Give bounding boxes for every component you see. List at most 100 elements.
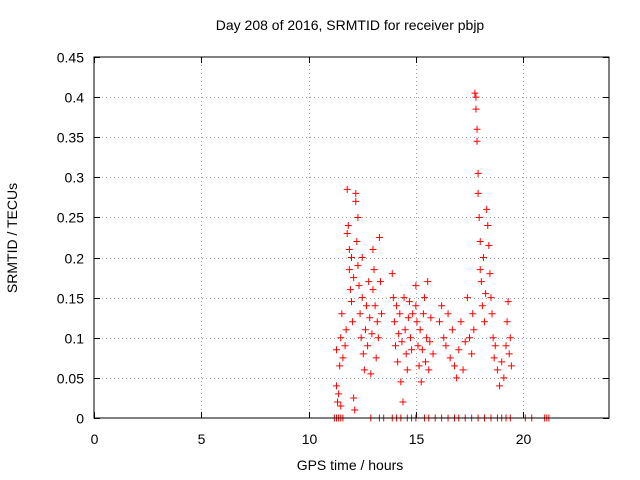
data-point — [366, 314, 374, 322]
data-point — [478, 302, 486, 310]
data-point — [390, 318, 398, 326]
data-point — [476, 266, 484, 274]
data-point — [488, 310, 496, 318]
data-point — [468, 350, 476, 358]
data-point — [415, 362, 423, 370]
data-point — [351, 406, 359, 414]
x-tick-label: 5 — [198, 431, 206, 447]
data-point — [338, 310, 346, 318]
data-point — [342, 326, 350, 334]
data-point — [453, 374, 461, 382]
data-point — [375, 234, 383, 241]
data-point — [472, 93, 480, 101]
data-point — [484, 221, 492, 229]
data-point — [336, 362, 344, 370]
data-point — [361, 326, 369, 334]
x-tick-label: 20 — [516, 431, 532, 447]
data-point — [476, 238, 484, 246]
plot-frame — [93, 56, 610, 419]
data-points — [330, 89, 553, 422]
data-point — [341, 342, 349, 350]
data-point — [356, 310, 364, 318]
data-point — [490, 354, 498, 362]
data-point — [357, 334, 365, 342]
data-point — [401, 326, 409, 334]
data-point — [349, 318, 357, 326]
data-point — [364, 342, 372, 350]
data-point — [344, 221, 352, 229]
data-point — [373, 318, 381, 326]
data-point — [367, 370, 375, 378]
data-point — [396, 310, 404, 318]
y-tick-label: 0.25 — [57, 210, 84, 226]
data-point — [369, 286, 377, 294]
y-tick-label: 0.45 — [57, 50, 84, 66]
data-point — [424, 278, 432, 286]
data-point — [459, 366, 467, 374]
data-point — [350, 394, 358, 402]
data-point — [395, 330, 403, 338]
data-point — [463, 294, 471, 302]
data-point — [448, 326, 456, 334]
data-point — [394, 358, 402, 366]
data-point — [354, 213, 362, 221]
data-point — [493, 366, 501, 374]
data-point — [485, 242, 493, 250]
data-point — [358, 294, 366, 302]
data-point — [403, 366, 411, 374]
data-point — [469, 310, 477, 318]
data-point — [475, 213, 483, 221]
data-point — [502, 342, 510, 350]
y-tick-label: 0.4 — [65, 90, 85, 106]
data-point — [455, 346, 463, 354]
data-point — [360, 366, 368, 374]
y-tick-label: 0.35 — [57, 130, 84, 146]
data-point — [400, 294, 408, 302]
data-point — [503, 318, 511, 326]
data-point — [365, 278, 373, 286]
data-point — [348, 254, 355, 262]
data-point — [391, 342, 399, 350]
data-point — [339, 354, 347, 362]
grid-lines — [94, 57, 609, 418]
data-point — [505, 350, 513, 358]
x-tick-label: 15 — [409, 431, 425, 447]
data-point — [346, 286, 354, 294]
data-point — [372, 354, 380, 362]
y-tick-label: 0 — [76, 411, 84, 427]
data-point — [408, 346, 416, 354]
data-point — [471, 89, 479, 97]
data-point — [343, 185, 351, 193]
data-point — [398, 338, 406, 346]
data-point — [420, 294, 428, 302]
data-point — [446, 354, 454, 362]
data-point — [407, 334, 415, 342]
data-point — [358, 254, 366, 262]
data-point — [413, 318, 421, 326]
data-point — [489, 334, 497, 342]
data-point — [335, 390, 343, 398]
axis-ticks — [94, 57, 609, 419]
data-point — [457, 318, 465, 326]
data-point — [426, 338, 434, 346]
data-point — [466, 334, 474, 342]
data-point — [473, 137, 481, 145]
data-point — [353, 238, 361, 246]
data-point — [429, 350, 437, 358]
data-point — [399, 398, 407, 406]
data-point — [474, 169, 482, 177]
data-point — [363, 302, 371, 310]
data-point — [369, 246, 377, 254]
data-point — [354, 262, 362, 270]
data-point — [352, 189, 360, 197]
data-point — [343, 229, 351, 237]
data-point — [442, 342, 450, 350]
data-point — [334, 398, 342, 406]
y-tick-label: 0.3 — [65, 170, 85, 186]
data-point — [412, 302, 420, 310]
data-point — [402, 350, 410, 358]
data-point — [355, 282, 363, 290]
x-axis-label: GPS time / hours — [297, 457, 404, 473]
data-point — [393, 302, 401, 310]
